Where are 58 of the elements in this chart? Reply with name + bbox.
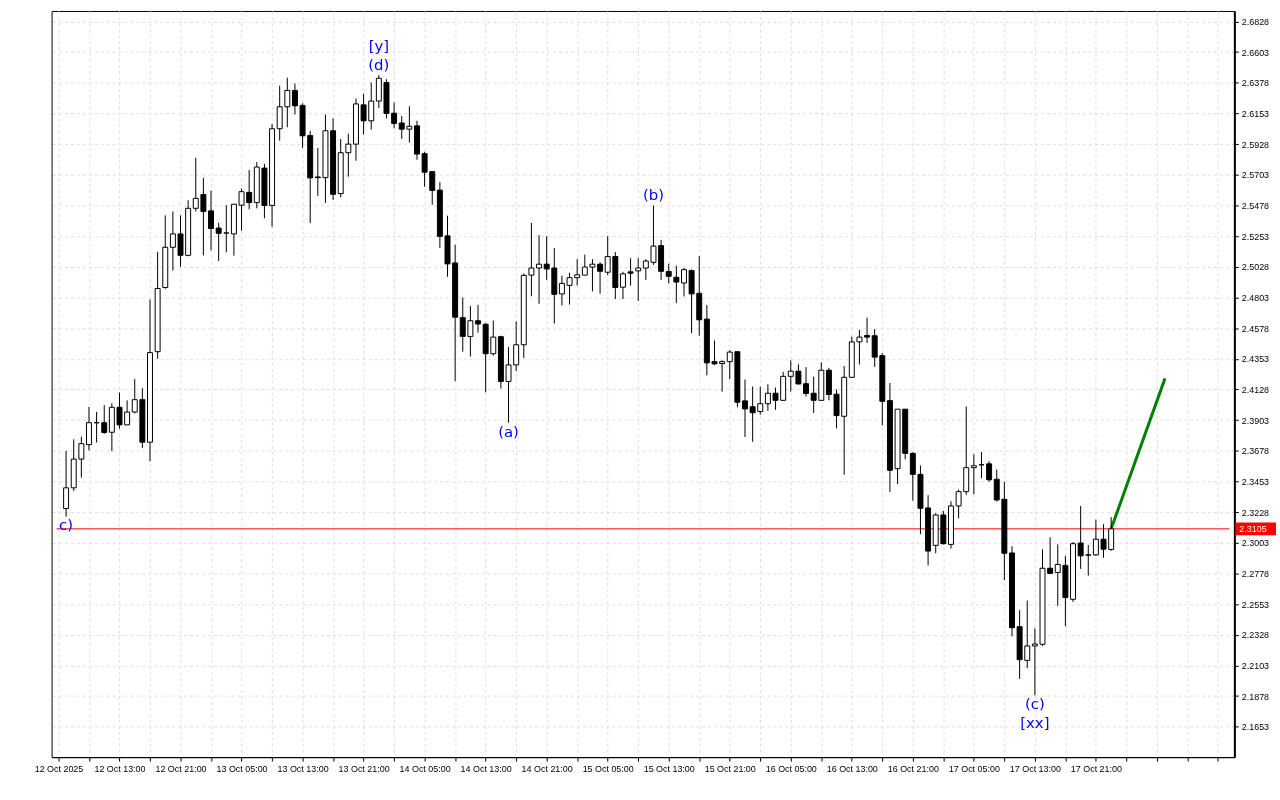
candlestick <box>101 404 108 435</box>
x-tick-label: 14 Oct 05:00 <box>399 763 451 774</box>
y-tick-label: 2.3903 <box>1241 415 1270 426</box>
x-tick-label: 13 Oct 05:00 <box>216 763 268 774</box>
x-tick-label: 14 Oct 13:00 <box>460 763 512 774</box>
y-tick-label: 2.5478 <box>1241 200 1270 211</box>
x-tick-label: 17 Oct 21:00 <box>1070 763 1122 774</box>
annotation: (b) <box>642 186 664 205</box>
candlestick <box>215 222 222 262</box>
x-tick-label: 16 Oct 21:00 <box>887 763 939 774</box>
y-tick-label: 2.2553 <box>1241 599 1270 610</box>
y-tick-label: 2.6378 <box>1241 78 1270 89</box>
y-tick-label: 2.2103 <box>1241 660 1270 671</box>
y-tick-label: 2.5703 <box>1241 170 1270 181</box>
y-tick-label: 2.1878 <box>1241 691 1270 702</box>
candlestick <box>970 453 977 495</box>
y-tick-label: 2.1653 <box>1241 722 1270 733</box>
candlestick <box>673 265 680 304</box>
y-tick-label: 2.4353 <box>1241 354 1270 365</box>
y-tick-label: 2.5253 <box>1241 231 1270 242</box>
candlestick <box>223 204 230 253</box>
x-tick-label: 15 Oct 05:00 <box>582 763 634 774</box>
annotation: (a) <box>498 422 519 441</box>
x-tick-label: 13 Oct 13:00 <box>277 763 329 774</box>
annotation: [y] <box>368 37 390 56</box>
candlestick <box>86 406 92 451</box>
x-tick-label: 16 Oct 13:00 <box>826 763 878 774</box>
candlestick <box>63 450 70 518</box>
x-tick-label: 13 Oct 21:00 <box>338 763 390 774</box>
candlestick <box>986 460 993 483</box>
annotation: (c) <box>1024 695 1045 714</box>
y-tick-label: 2.3228 <box>1241 507 1270 518</box>
x-tick-label: 12 Oct 13:00 <box>94 763 146 774</box>
x-tick-label: 17 Oct 05:00 <box>948 763 1000 774</box>
y-tick-label: 2.6603 <box>1241 47 1270 58</box>
x-tick-label: 14 Oct 21:00 <box>521 763 573 774</box>
x-tick-label: 15 Oct 13:00 <box>643 763 695 774</box>
y-tick-label: 2.3453 <box>1241 476 1270 487</box>
y-tick-label: 2.3678 <box>1241 446 1270 457</box>
y-tick-label: 2.3003 <box>1241 538 1270 549</box>
x-tick-label: 17 Oct 13:00 <box>1009 763 1061 774</box>
y-tick-label: 2.5028 <box>1241 262 1270 273</box>
y-tick-label: 2.4128 <box>1241 384 1270 395</box>
annotation: (d) <box>368 56 390 75</box>
ref-line-label: 2.3105 <box>1239 523 1267 534</box>
x-tick-label: 16 Oct 05:00 <box>765 763 817 774</box>
y-tick-label: 2.2328 <box>1241 630 1270 641</box>
y-tick-label: 2.4803 <box>1241 292 1270 303</box>
y-tick-label: 2.5928 <box>1241 139 1270 150</box>
y-tick-label: 2.6153 <box>1241 108 1270 119</box>
x-tick-label: 12 Oct 21:00 <box>155 763 207 774</box>
x-tick-label: 12 Oct 2025 <box>34 763 84 774</box>
y-tick-label: 2.4578 <box>1241 323 1270 334</box>
candlestick <box>665 263 672 284</box>
x-tick-label: 15 Oct 21:00 <box>704 763 756 774</box>
annotation: [xx] <box>1020 714 1050 733</box>
y-tick-label: 2.2778 <box>1241 568 1270 579</box>
y-tick-label: 2.6828 <box>1241 16 1270 27</box>
